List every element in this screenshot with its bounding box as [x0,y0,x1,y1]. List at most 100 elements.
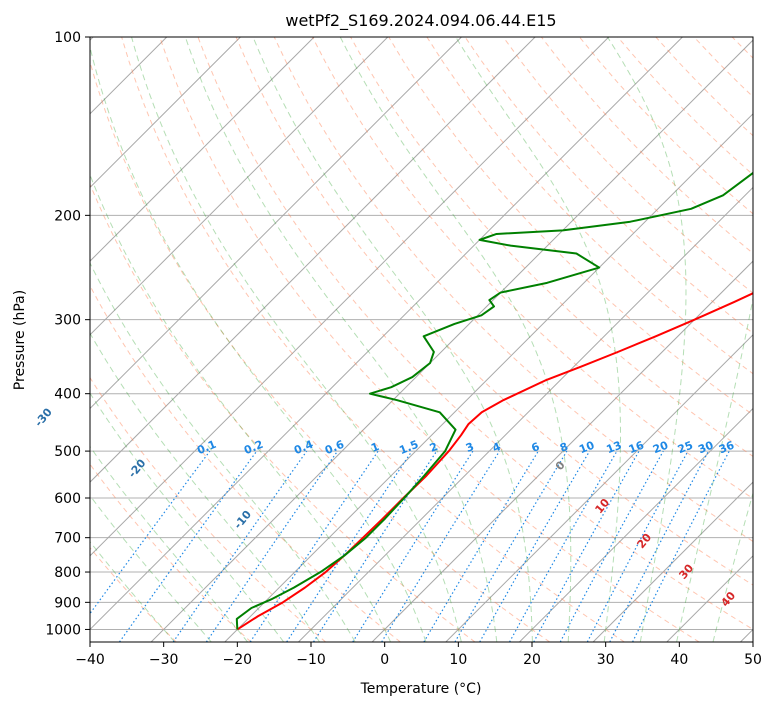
dry-adiabat-label: -30 [32,405,55,429]
moist-adiabat-line [607,37,687,642]
x-tick-label: −30 [149,652,179,668]
dry-adiabat-line [464,37,753,334]
mixing-ratio-line [632,450,730,642]
isotherm-line [90,37,462,410]
mixing-ratio-label: 10 [577,438,596,456]
moist-adiabat-line [90,332,320,642]
moist-adiabat-label: 20 [634,531,654,551]
x-tick-label: −40 [75,652,105,668]
y-tick-label: 900 [54,595,81,611]
isotherm-line [445,334,753,642]
isotherm-line [666,555,753,642]
dry-adiabat-line [90,463,252,642]
x-tick-label: −10 [296,652,326,668]
isotherm-line [90,37,610,557]
moist-adiabat-line [676,295,753,642]
moist-adiabat-line [90,261,356,642]
x-tick-label: 30 [597,652,615,668]
mixing-ratio-label: 6 [530,440,542,455]
x-tick-label: −20 [223,652,253,668]
isotherm-line [90,37,241,189]
moist-adiabat-line [90,392,285,642]
y-tick-label: 500 [54,444,81,460]
isotherm-line [371,260,753,642]
background-lines [90,37,775,642]
mixing-ratio-label: 25 [676,439,695,457]
y-tick-label: 200 [54,208,81,224]
mixing-ratio-label: 4 [491,440,503,455]
mixing-ratio-label: 30 [696,438,715,456]
y-axis-title: Pressure (hPa) [12,290,28,390]
mixing-ratio-label: 1.5 [397,438,420,457]
dry-adiabat-line [655,37,753,137]
mixing-ratio-line [119,450,258,642]
x-tick-label: 50 [744,652,762,668]
y-tick-label: 600 [54,491,81,507]
dry-adiabat-line [235,37,753,586]
dry-adiabat-line [350,37,753,457]
dry-adiabat-line [770,37,775,642]
dry-adiabat-line [388,37,753,416]
mixing-ratio-line [352,450,474,642]
mixing-ratio-line [90,450,211,615]
dry-adiabat-line [502,37,753,294]
isotherm-line [740,628,753,642]
dry-adiabat-label: -10 [231,508,254,532]
y-tick-label: 700 [54,531,81,547]
dewpoint-profile [235,171,753,630]
mixing-ratio-label: 0.4 [292,438,315,457]
moist-adiabat-label: 30 [676,561,696,581]
mixing-ratio-line [559,450,664,642]
dry-adiabat-line [90,60,551,642]
mixing-ratio-label: 0.6 [323,438,346,457]
dry-adiabat-line [273,37,753,543]
dry-adiabat-line [540,37,753,254]
dry-adiabat-line [197,37,753,631]
isotherm-line [298,186,753,642]
moist-adiabat-line [252,37,533,642]
mixing-ratio-label: 2 [428,440,440,455]
isotherm-line [150,39,753,642]
y-tick-label: 100 [54,30,81,46]
mixing-ratio-line [172,450,308,642]
moist-adiabat-line [90,45,427,642]
moist-adiabat-line [90,494,212,642]
mixing-ratio-label: 3 [464,440,476,455]
isotherm-line [90,37,389,336]
mixing-ratio-label: 1 [369,440,381,455]
isotherm-line [90,37,315,262]
mixing-ratio-label: 16 [627,438,646,456]
mixing-ratio-line [533,450,640,642]
moist-adiabat-line [339,37,572,642]
mixing-ratio-label: 13 [605,439,624,457]
dry-adiabat-line [159,37,700,642]
x-tick-label: 0 [380,652,389,668]
isotherm-line [592,481,753,642]
isotherm-line [90,37,536,483]
isotherm-line [90,37,683,631]
mixing-ratio-line [381,450,500,642]
series-lines [235,171,753,631]
mixing-ratio-line [286,450,413,642]
mixing-ratio-line [313,450,438,642]
x-axis-title: Temperature (°C) [360,681,482,697]
moist-adiabat-line [184,37,498,642]
mixing-ratio-line [423,450,539,642]
dry-adiabat-line [693,37,753,98]
moist-adiabat-line [90,173,392,642]
dry-adiabat-line [121,37,625,642]
dry-adiabat-line [311,37,753,500]
moist-adiabat-label: 10 [592,496,612,516]
mixing-ratio-label: 0.2 [242,438,265,457]
chart-title: wetPf2_S169.2024.094.06.44.E15 [285,11,556,31]
mixing-ratio-line [205,450,339,642]
dry-adiabat-line [617,37,753,176]
y-tick-label: 800 [54,565,81,581]
line-labels: 0.10.20.40.611.52346810131620253036-100-… [32,405,738,609]
isotherm-line [519,407,753,642]
x-tick-label: 10 [449,652,467,668]
dry-adiabat-line [90,284,401,642]
dry-adiabat-line [426,37,753,375]
dry-adiabat-line [90,376,326,642]
